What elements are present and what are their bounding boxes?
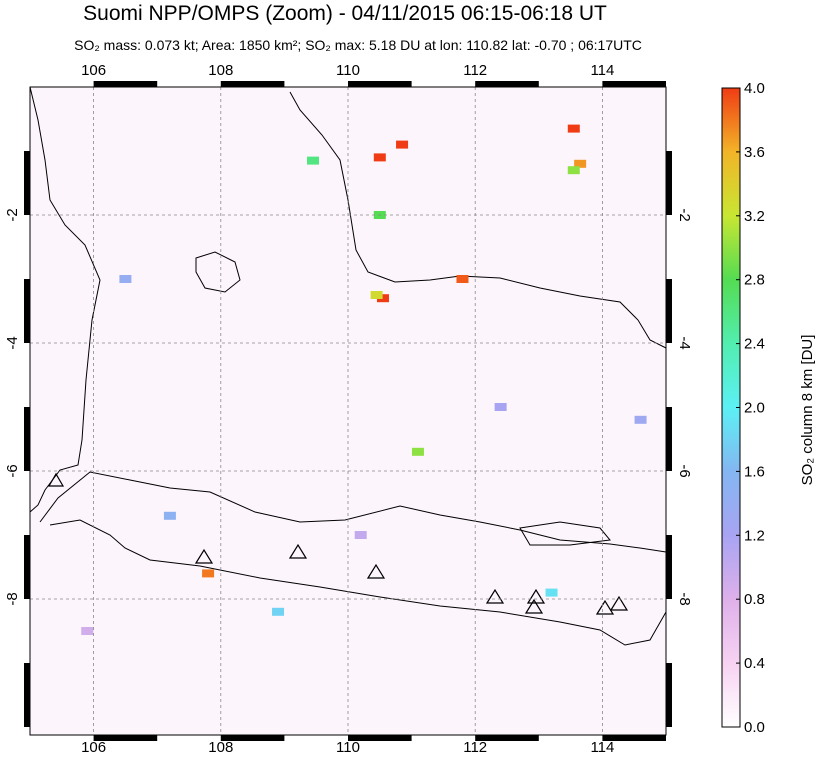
borneo-coast [289,91,667,349]
colorbar-tick-label: 1.6 [744,463,765,480]
volcano-icon [595,599,615,615]
frame-bar [24,407,30,471]
so2-pixel [81,627,94,635]
frame-bar [24,535,30,599]
x-tick-label: 106 [81,739,106,756]
so2-pixel [567,166,580,175]
so2-pixel [396,140,409,149]
volcano-icon [366,563,386,579]
frame-bar [348,81,412,87]
so2-pixel [411,447,424,456]
colorbar-tick-label: 2.4 [744,336,765,353]
volcano-icon [609,595,629,611]
colorbar-tick-label: 2.8 [744,272,765,289]
so2-pixel [370,291,383,299]
colorbar-tick-label: 0.4 [744,655,765,672]
y-tick-label: -8 [676,592,693,605]
so2-pixel [376,294,389,303]
volcano-icon [288,543,308,559]
y-tick-label: -4 [676,336,693,349]
so2-pixel [545,588,558,597]
colorbar-tick-label: 3.2 [744,208,765,225]
x-tick-label: 114 [590,62,614,79]
volcano-icon [485,588,505,604]
volcanoes [47,472,629,615]
volcano-icon [524,598,544,614]
frame-bar [666,407,672,471]
subtitle: SO₂ mass: 0.073 kt; Area: 1850 km²; SO₂ … [74,37,642,53]
y-tick-label: -6 [676,464,693,477]
so2-pixel [456,275,469,283]
y-tick-label: -2 [676,208,693,221]
so2-pixel [272,607,285,616]
x-tick-label: 106 [81,62,106,79]
title: Suomi NPP/OMPS (Zoom) - 04/11/2015 06:15… [83,2,607,25]
so2-pixel [567,124,580,133]
so2-pixel [307,156,320,165]
frame-bar [475,735,539,741]
java-coast [39,471,667,646]
colorbar-tick-label: 3.6 [744,144,765,161]
frame-bar [666,535,672,599]
frame-bar [666,279,672,343]
colorbar-tick-label: 0.0 [744,719,765,736]
x-tick-label: 114 [590,739,614,756]
frame-bar [24,279,30,343]
y-tick-label: -8 [4,592,21,605]
x-tick-label: 112 [463,739,487,756]
volcano-icon [47,472,65,487]
colorbar-label: SO₂ column 8 km [DU] [799,335,816,486]
frame-bar [602,81,666,87]
frame-bar [602,735,666,741]
so2-pixel [119,275,132,283]
colorbar-tick-label: 1.2 [744,527,765,544]
frame-bar [475,81,539,87]
so2-pixel [574,159,587,168]
frame-bar [666,151,672,215]
colorbar-tick-label: 2.0 [744,400,765,417]
map-frame [29,86,667,736]
so2-pixel [373,153,386,162]
so2-pixel [494,403,507,411]
frame-bar [24,663,30,727]
y-tick-label: -2 [4,208,21,221]
frame-bar [348,735,412,741]
so2-pixel [202,569,215,578]
y-tick-label: -6 [4,464,21,477]
x-tick-label: 110 [336,739,360,756]
colorbar-tick-label: 0.8 [744,591,765,608]
x-tick-label: 112 [463,62,487,79]
frame-bar [220,735,285,741]
y-tick-label: -4 [4,336,21,349]
frame-bar [220,81,285,87]
frame-bar [93,735,158,741]
madura-coast [519,521,611,546]
so2-pixel [163,511,176,520]
so2-pixel [634,415,647,424]
x-tick-label: 110 [336,62,360,79]
x-tick-label: 108 [208,62,233,79]
frame-bar [24,151,30,215]
bangka-coast [195,251,241,293]
so2-pixel [354,531,367,539]
colorbar-tick-label: 4.0 [744,80,765,97]
frame-bar [666,663,672,727]
x-tick-label: 108 [208,739,233,756]
volcano-icon [194,548,214,564]
frame-bar [93,81,158,87]
